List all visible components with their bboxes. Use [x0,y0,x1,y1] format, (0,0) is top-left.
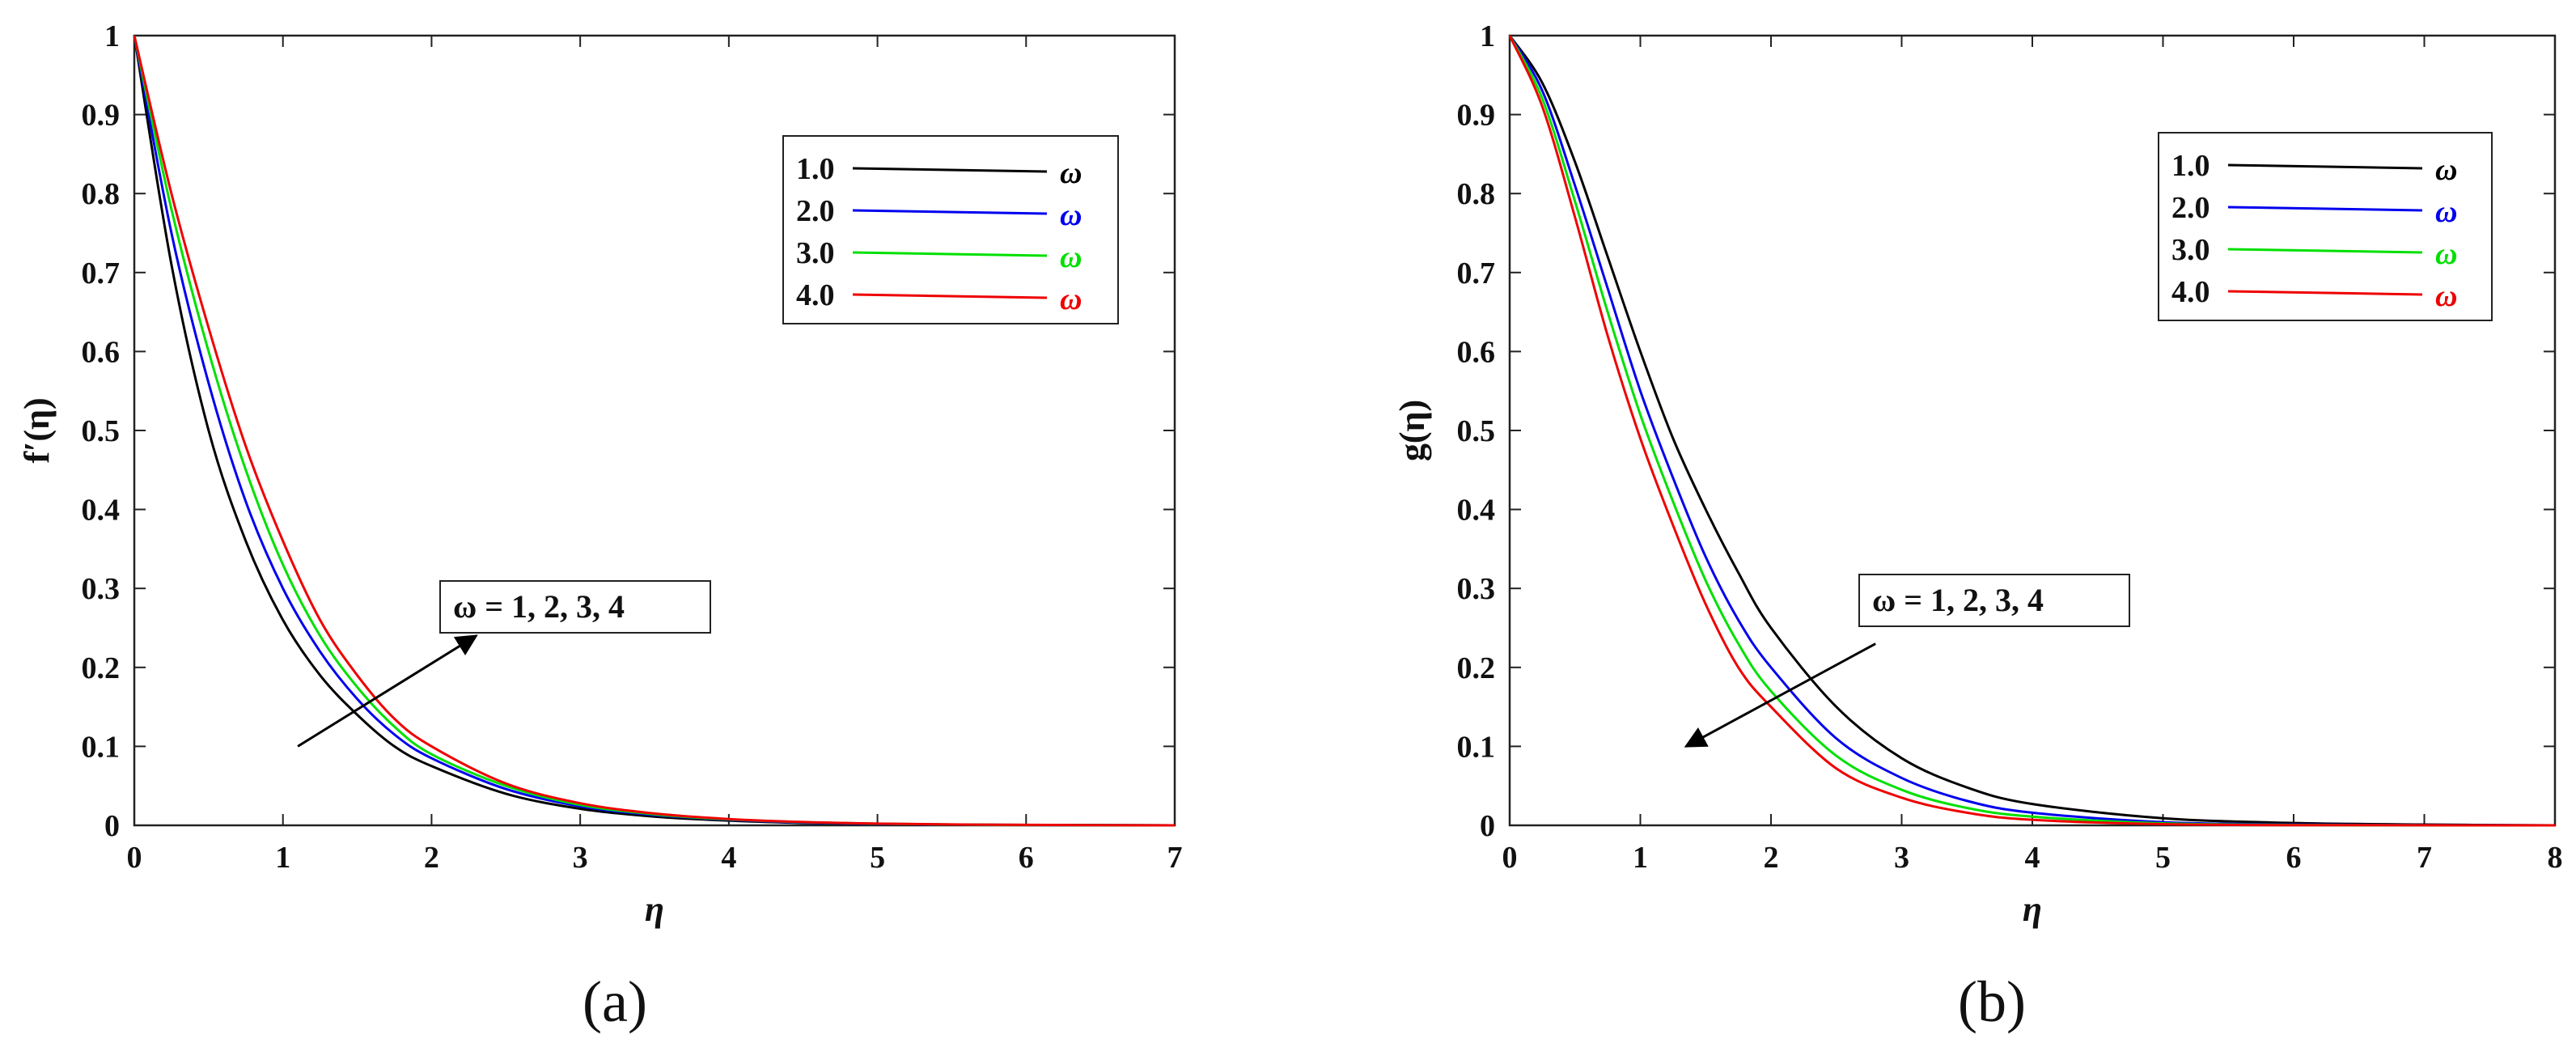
panel-label: (b) [1958,969,2026,1034]
y-tick-label: 0.3 [1457,572,1496,606]
legend-swatch [2227,248,2423,254]
series-line-4.0 [1508,35,2556,827]
legend-entry-symbol: ω [2435,237,2457,271]
y-tick-label: 0.2 [82,651,121,685]
legend-entry-symbol: ω [2435,279,2457,313]
legend-swatch [852,293,1048,299]
legend-entry-label: 2.0 [796,194,835,228]
y-tick-label: 0.6 [82,335,121,369]
x-tick-label: 1 [1633,841,1648,875]
x-tick-label: 2 [424,841,439,875]
y-tick-label: 1 [1480,19,1495,53]
panel-b: 0 1 2 3 4 5 6 7 8 0 0.1 0.2 0.3 0.4 0.5 0.6 0.7 0.8 0.9 1 η g… [1392,19,2563,1034]
y-tick-label: 0 [1480,809,1495,843]
x-tick-label: 6 [1019,841,1034,875]
y-tick-label: 0.7 [1457,257,1496,290]
panel-a: 0 1 2 3 4 5 6 7 0 0.1 0.2 0.3 0.4 0.5 0.6 0.7 0.8 0.9 1 η f′… [17,19,1183,1034]
x-tick-label: 3 [1894,841,1909,875]
x-tick-label: 3 [573,841,588,875]
annotation: ω = 1, 2, 3, 4 [297,580,711,748]
x-tick-label: 4 [721,841,736,875]
annotation: ω = 1, 2, 3, 4 [1684,574,2130,748]
x-tick-label: 5 [870,841,885,875]
legend-box [782,135,1119,324]
legend-swatch [2227,163,2423,170]
y-tick-label: 0.9 [1457,99,1496,133]
annotation-box [1858,574,2130,627]
legend: 1.0 ω 2.0 ω 3.0 ω 4.0 ω [782,135,1119,324]
y-tick-label: 0.8 [1457,177,1496,211]
y-tick-label: 0.5 [1457,414,1496,448]
y-tick-label: 0.6 [1457,335,1496,369]
legend-swatch [2227,290,2423,296]
x-tick-label: 0 [1502,841,1518,875]
annotation-arrow [297,634,478,748]
legend-entry-symbol: ω [2435,153,2457,187]
y-tick-label: 0.7 [82,257,121,290]
y-tick-label: 0 [104,809,120,843]
legend-entry-label: 3.0 [2171,233,2210,267]
y-tick-label: 0.4 [1457,494,1496,528]
legend-entry-label: 2.0 [2171,191,2210,225]
series-line-4.0 [133,35,1176,827]
x-axis-label: η [645,889,664,929]
annotation-text: ω = 1, 2, 3, 4 [453,588,625,625]
annotation-arrow [1684,642,1876,748]
x-tick-label: 0 [127,841,142,875]
y-tick-label: 0.2 [1457,651,1496,685]
legend-entry-symbol: ω [1060,240,1082,274]
legend-entry-symbol: ω [1060,156,1082,190]
x-tick-label: 8 [2548,841,2563,875]
legend-swatch [852,209,1048,215]
panel-label: (a) [583,969,647,1034]
x-tick-label: 2 [1764,841,1779,875]
legend-entry-label: 1.0 [796,152,835,186]
y-tick-label: 0.8 [82,177,121,211]
x-tick-label: 7 [1167,841,1183,875]
legend-swatch [852,251,1048,257]
x-tick-label: 5 [2155,841,2171,875]
y-tick-label: 0.3 [82,572,121,606]
legend-entry-label: 4.0 [2171,275,2210,309]
legend-entry-symbol: ω [2435,195,2457,229]
x-tick-label: 4 [2025,841,2040,875]
x-axis-label: η [2023,889,2042,929]
legend-swatch [852,167,1048,173]
y-tick-label: 0.4 [82,494,121,528]
legend-entry-label: 1.0 [2171,149,2210,183]
legend-box [2158,132,2493,321]
legend: 1.0 ω 2.0 ω 3.0 ω 4.0 ω [2158,132,2493,321]
y-tick-label: 0.1 [82,730,121,764]
y-axis-label: f′(η) [17,397,57,463]
y-axis-label: g(η) [1392,400,1432,461]
series-line-1.0 [1508,35,2556,827]
y-tick-label: 0.1 [1457,730,1496,764]
x-tick-label: 6 [2286,841,2302,875]
y-tick-label: 0.9 [82,99,121,133]
x-tick-label: 7 [2417,841,2432,875]
annotation-box [439,580,711,634]
legend-entry-label: 4.0 [796,278,835,312]
legend-entry-symbol: ω [1060,198,1082,232]
legend-entry-label: 3.0 [796,236,835,270]
y-tick-label: 0.5 [82,414,121,448]
annotation-text: ω = 1, 2, 3, 4 [1872,582,2044,618]
legend-swatch [2227,206,2423,212]
x-tick-label: 1 [275,841,290,875]
y-tick-label: 1 [104,19,120,53]
legend-entry-symbol: ω [1060,282,1082,316]
